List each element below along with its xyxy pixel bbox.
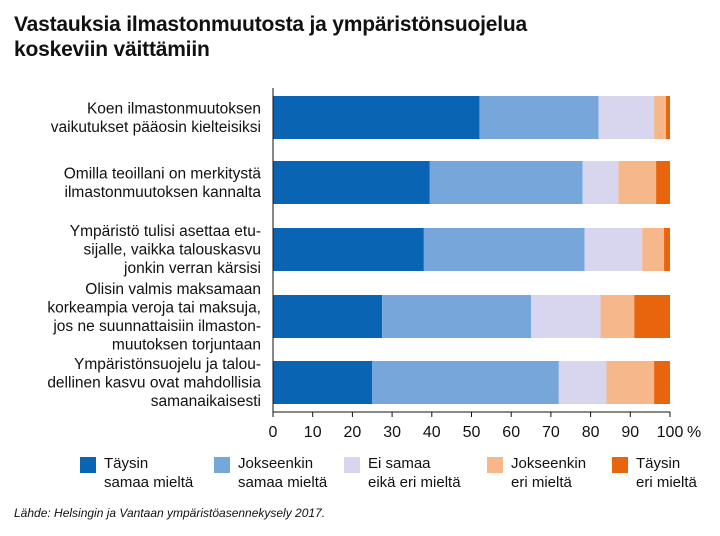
x-tick-label: 100 [657,424,684,441]
legend-label: Ei samaa eikä eri mieltä [368,454,461,492]
x-tick-label: 70 [542,424,560,441]
legend-label-line: Ei samaa [368,455,431,472]
category-label: korkeampia veroja tai maksuja, [47,299,261,316]
legend-swatch [344,457,360,473]
chart-title-line: koskeviin väittämiin [14,38,210,61]
legend-item: Jokseenkin eri mieltä [487,454,586,492]
legend-swatch [80,457,96,473]
x-tick-label: 30 [383,424,401,441]
x-tick-label: 90 [621,424,639,441]
category-labels: Koen ilmastonmuutoksen vaikutukset pääosi… [47,100,261,410]
legend-item: Täysin samaa mieltä [80,454,193,492]
bar-segment [273,295,383,338]
legend-label-line: Jokseenkin [238,455,314,472]
category-label: Omilla teoillani on merkitystä [64,165,262,182]
category-label: sijalle, vaikka talouskasvu [84,242,261,259]
chart-title: Vastauksia ilmastonmuutosta ja ympäristö… [14,12,704,62]
category-label: muutoksen torjuntaan [112,336,261,353]
legend-item: Täysin eri mieltä [612,454,697,492]
bar-segment [598,96,655,139]
bar-area [273,96,671,404]
bar-segment [479,96,599,139]
legend-label-line: Täysin [104,455,149,472]
bar-segment [382,295,532,338]
stacked-bar-chart: Koen ilmastonmuutoksen vaikutukset pääosi… [47,88,701,441]
x-tick-label: 60 [502,424,520,441]
category-label: jonkin verran kärsisi [123,260,261,277]
bar-segment [666,96,670,139]
bar-segment [618,161,657,204]
category-label: dellinen kasvu ovat mahdollisia [47,375,261,392]
bar-segment [531,295,601,338]
bar-segment [664,228,671,271]
bar-segment [273,96,480,139]
legend-swatch [487,457,503,473]
legend-label: Täysin samaa mieltä [104,454,193,492]
bar-segment [654,96,667,139]
x-tick-label: 0 [269,424,278,441]
bar-segment [656,161,671,204]
legend: Täysin samaa mieltä Jokseenkin samaa mieltä… [0,454,720,498]
category-label: Koen ilmastonmuutoksen [87,100,261,117]
legend-item: Jokseenkin samaa mieltä [214,454,327,492]
bar-segment [654,361,670,404]
bar-segment [429,161,583,204]
x-tick-label: 50 [463,424,481,441]
legend-label: Täysin eri mieltä [636,454,697,492]
legend-swatch [612,457,628,473]
legend-item: Ei samaa eikä eri mieltä [344,454,461,492]
x-tick-label: 20 [344,424,362,441]
legend-label-line: Täysin [636,455,681,472]
x-tick-label: 40 [423,424,441,441]
legend-label-line: eri mieltä [636,474,697,491]
x-tick-label: 80 [582,424,600,441]
source-note: Lähde: Helsingin ja Vantaan ympäristöase… [14,506,326,520]
bar-segment [606,361,655,404]
category-label: Ympäristö tulisi asettaa etu- [70,223,261,240]
bar-segment [600,295,635,338]
bar-segment [584,228,643,271]
category-label: jos ne suunnattaisiin ilmaston- [52,318,261,335]
bar-segment [372,361,559,404]
legend-label: Jokseenkin samaa mieltä [238,454,327,492]
legend-swatch [214,457,230,473]
legend-label-line: eri mieltä [511,474,572,491]
x-axis: 0 10 20 30 40 50 60 70 80 90 100% [269,88,701,441]
bar-segment [634,295,670,338]
x-unit-label: % [687,424,701,441]
bar-segment [582,161,619,204]
legend-label-line: Jokseenkin [511,455,587,472]
x-tick-label: 10 [304,424,322,441]
category-label: Ympäristönsuojelu ja talou- [74,356,261,373]
legend-label-line: samaa mieltä [104,474,194,491]
bar-segment [273,228,424,271]
bar-segment [423,228,585,271]
category-label: vaikutukset pääosin kielteisiksi [51,119,261,136]
bar-segment [273,161,430,204]
chart-title-line: Vastauksia ilmastonmuutosta ja ympäristö… [14,13,528,36]
category-label: samanaikaisesti [151,393,261,410]
bar-segment [273,361,373,404]
legend-label-line: eikä eri mieltä [368,474,461,491]
category-label: ilmastonmuutoksen kannalta [65,184,262,201]
legend-label: Jokseenkin eri mieltä [511,454,586,492]
legend-label-line: samaa mieltä [238,474,328,491]
category-label: Olisin valmis maksamaan [85,281,261,298]
bar-segment [558,361,607,404]
bar-segment [642,228,665,271]
